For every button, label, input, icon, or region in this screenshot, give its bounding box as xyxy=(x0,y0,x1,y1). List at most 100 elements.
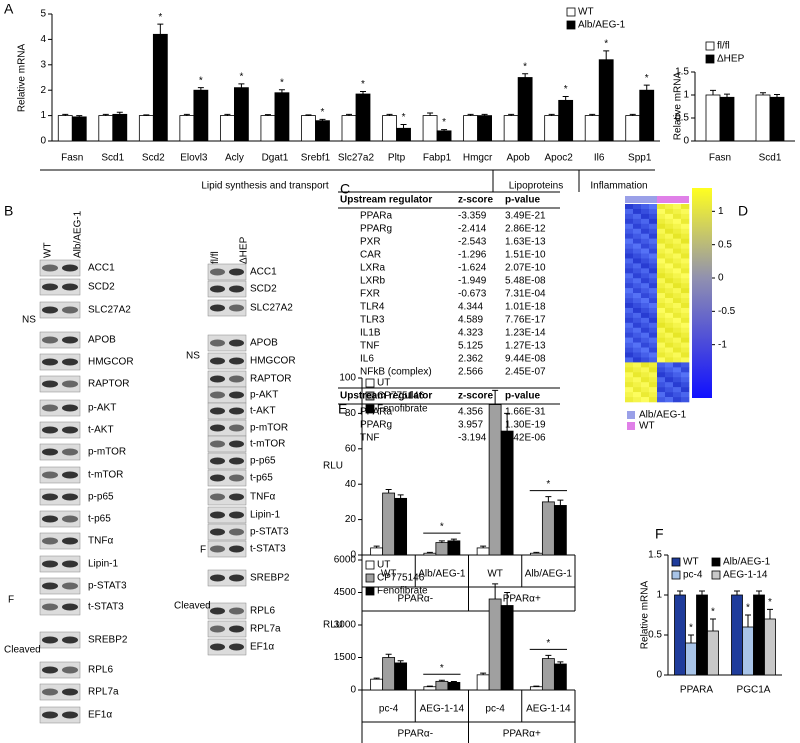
bar xyxy=(769,96,785,142)
protein-label: Lipin-1 xyxy=(250,510,280,521)
y-tick-label: 1.5 xyxy=(648,550,662,561)
heatmap-cell xyxy=(657,273,666,279)
heatmap-cell xyxy=(681,332,690,338)
x-tick-label: Il6 xyxy=(594,153,605,164)
protein-label: p-p65 xyxy=(88,492,114,503)
group-label: PPARα+ xyxy=(503,594,541,605)
error-bar xyxy=(76,115,83,117)
legend-label: ΔHEP xyxy=(717,54,745,65)
significance: * xyxy=(440,522,444,533)
error-bar xyxy=(688,634,694,643)
blot-band xyxy=(210,285,225,293)
heatmap-cell xyxy=(625,283,634,289)
heatmap-cell xyxy=(673,382,682,388)
table-cell: PPARa xyxy=(360,407,392,418)
error-bar xyxy=(438,540,445,543)
blot-band xyxy=(229,607,244,615)
x-tick-label: AEG-1-14 xyxy=(526,704,571,715)
panel-label: D xyxy=(738,203,748,219)
heatmap-cell xyxy=(681,268,690,274)
heatmap-cell xyxy=(657,327,666,333)
blot-band xyxy=(42,515,58,523)
bar xyxy=(639,89,655,142)
table-cell: PPARg xyxy=(360,420,392,431)
bar xyxy=(341,115,357,142)
bar xyxy=(370,547,384,556)
heatmap-cell xyxy=(649,223,658,230)
table-header: Upstream regulator xyxy=(340,391,432,402)
protein-label: p-AKT xyxy=(88,403,116,414)
bar xyxy=(219,115,235,142)
heatmap-cell xyxy=(673,372,682,378)
blot-band xyxy=(62,336,78,344)
heatmap-cell xyxy=(657,303,666,309)
blot-band xyxy=(62,560,78,568)
heatmap-cell xyxy=(625,362,634,368)
error-bar xyxy=(450,681,457,683)
blot-strip xyxy=(207,334,247,352)
blot-band xyxy=(62,711,78,719)
heatmap-cell xyxy=(625,342,634,348)
blot-band xyxy=(42,636,58,644)
protein-label: p-p65 xyxy=(250,456,276,467)
protein-label: Lipin-1 xyxy=(88,559,118,570)
legend-label: Fenofibrate xyxy=(377,586,428,597)
bar xyxy=(503,115,519,142)
heatmap-cell xyxy=(641,382,650,388)
heatmap-cell xyxy=(641,307,650,314)
error-bar xyxy=(603,50,610,60)
blot-strip xyxy=(207,569,247,587)
y-tick-label: 0 xyxy=(350,685,356,696)
heatmap-cell xyxy=(673,362,682,368)
bar xyxy=(394,497,408,556)
protein-label: HMGCOR xyxy=(250,356,296,367)
table-cell: 1.27E-13 xyxy=(505,341,546,352)
protein-label: t-p65 xyxy=(250,473,273,484)
blot-band xyxy=(229,574,244,582)
y-tick-label: 0 xyxy=(350,550,356,561)
heatmap-cell xyxy=(657,397,666,403)
heatmap-cell xyxy=(633,204,642,210)
heatmap-cell xyxy=(641,327,650,333)
y-tick-label: 1.5 xyxy=(675,67,689,78)
table-cell: 5.48E-08 xyxy=(505,276,546,287)
heatmap-cell xyxy=(657,312,666,319)
error-bar xyxy=(385,489,392,494)
legend-swatch xyxy=(627,411,635,419)
heatmap-cell xyxy=(625,372,634,378)
heatmap-cell xyxy=(665,238,674,244)
x-tick-label: Slc27a2 xyxy=(338,153,375,164)
blot-band xyxy=(62,582,78,590)
error-bar xyxy=(745,614,751,627)
group-label: Inflammation xyxy=(590,181,647,192)
legend-label: Fenofibrate xyxy=(377,404,428,415)
panel-label: F xyxy=(655,526,664,542)
heatmap-cell xyxy=(681,218,690,225)
heatmap-cell xyxy=(657,228,666,234)
blot-band xyxy=(62,636,78,644)
heatmap-cell xyxy=(657,233,666,239)
error-bar xyxy=(441,129,448,131)
heatmap-cell xyxy=(649,377,658,383)
heatmap-cell xyxy=(673,223,682,230)
heatmap-cell xyxy=(681,204,690,210)
significance: * xyxy=(321,107,325,118)
table-header: z-score xyxy=(458,195,493,206)
blot-band xyxy=(210,391,225,399)
heatmap-cell xyxy=(665,223,674,230)
y-tick-label: 5 xyxy=(40,9,46,20)
blot-band xyxy=(210,268,225,276)
heatmap-cell xyxy=(633,283,642,289)
bar xyxy=(500,430,514,556)
blot-strip xyxy=(39,631,81,649)
heatmap-cell xyxy=(665,273,674,279)
error-bar xyxy=(710,618,716,631)
heatmap-cell xyxy=(649,268,658,274)
heatmap-cell xyxy=(657,392,666,398)
heatmap-cell xyxy=(633,213,642,220)
error-bar xyxy=(386,113,393,116)
heatmap-cell xyxy=(641,273,650,279)
blot-band xyxy=(62,426,78,434)
heatmap-cell xyxy=(625,377,634,383)
